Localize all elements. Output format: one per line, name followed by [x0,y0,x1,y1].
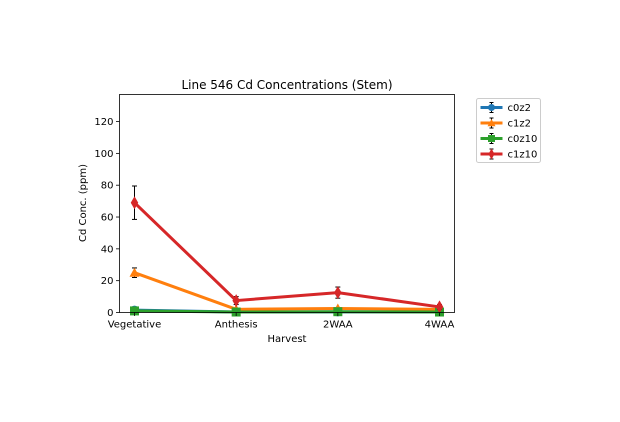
chart-title: Line 546 Cd Concentrations (Stem) [181,78,392,92]
data-point [333,307,343,317]
data-point [487,119,496,127]
data-point [130,306,139,316]
series-line [133,271,440,311]
data-point [334,286,342,300]
y-tick-label: 100 [94,149,113,160]
legend-item-c1z2: c1z2 [480,117,531,130]
legend-label: c1z2 [508,119,531,130]
data-point [231,307,241,317]
data-point [488,135,495,142]
x-axis: Vegetative Anthesis 2WAA 4WAA [108,312,455,331]
series-c1z2 [129,267,445,314]
series-c1z10 [130,185,444,314]
x-axis-label: Harvest [268,334,307,345]
legend-label: c0z10 [508,134,538,145]
y-axis: 0 20 40 60 80 100 120 [94,117,120,319]
legend-item-c1z10: c1z10 [480,148,538,161]
data-point [232,294,240,308]
y-axis-label: Cd Conc. (ppm) [78,164,89,242]
x-tick-label: Anthesis [215,320,258,331]
x-tick-label: Vegetative [108,320,162,331]
data-point [488,148,495,160]
series-line [133,201,440,309]
legend-box [476,98,541,163]
y-tick-label: 80 [101,181,114,192]
data-point [129,267,140,277]
data-point [130,196,139,210]
y-tick-label: 120 [94,117,113,128]
plot-area-frame [119,94,455,313]
series-line [134,309,440,314]
y-tick-label: 0 [107,308,113,319]
y-tick-label: 60 [101,213,114,224]
plot-marks [129,185,445,317]
y-tick-label: 20 [101,276,114,287]
legend: c0z2 c1z2 c0z10 c1z10 [476,98,541,163]
y-tick-label: 40 [101,244,114,255]
legend-label: c0z2 [508,103,531,114]
data-point [435,300,444,314]
legend-item-c0z10: c0z10 [480,133,538,145]
x-tick-label: 4WAA [425,320,455,331]
x-tick-label: 2WAA [323,320,353,331]
legend-label: c1z10 [508,150,538,161]
data-point [488,104,495,111]
legend-item-c0z2: c0z2 [480,102,531,114]
